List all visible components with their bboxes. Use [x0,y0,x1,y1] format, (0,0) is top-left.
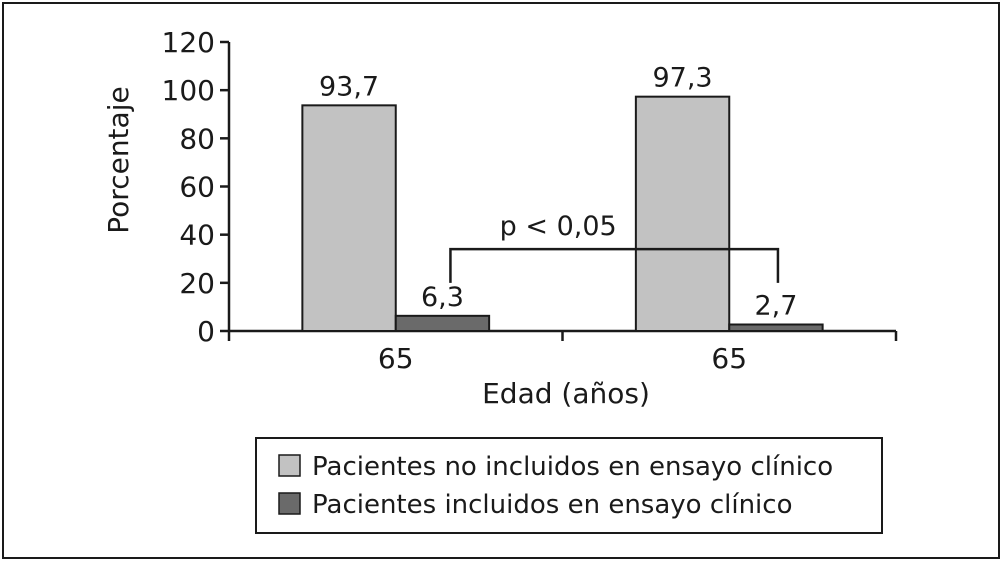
y-tick-label: 120 [162,26,215,59]
bar-value-label: 97,3 [652,63,712,94]
significance-bracket: p < 0,05 [449,211,780,283]
bar [728,323,824,332]
bar [394,314,491,333]
significance-annotation: p < 0,05 [500,211,617,242]
y-axis: 0 20 40 60 80 100 120 [162,26,231,348]
x-tick-label: 65 [378,342,414,375]
x-axis-label: Edad (años) [482,377,650,410]
y-tick-label: 20 [179,267,215,300]
legend-swatch-not-included [278,454,301,477]
bar-value-label: 2,7 [754,290,797,321]
value-labels: 93,7 6,3 97,3 2,7 [319,63,797,322]
legend: Pacientes no incluidos en ensayo clínico… [255,437,883,534]
y-tick-label: 0 [197,315,215,348]
y-tick-label: 100 [162,74,215,107]
bar [634,95,731,332]
bracket-line [449,247,780,283]
y-tick-label: 60 [179,171,215,204]
y-tick-label: 80 [179,122,215,155]
y-tick-label: 40 [179,219,215,252]
bar-value-label: 6,3 [421,282,464,313]
legend-label-included: Pacientes incluidos en ensayo clínico [312,490,792,520]
legend-swatch-included [278,492,301,515]
bar-value-label: 93,7 [319,71,379,102]
x-axis: 65 65 [227,329,898,375]
legend-label-not-included: Pacientes no incluidos en ensayo clínico [312,452,833,482]
bars [301,95,824,333]
bar [301,104,397,332]
legend-box [255,437,883,534]
x-tick-label: 65 [711,342,747,375]
y-axis-label: Porcentaje [102,86,135,233]
